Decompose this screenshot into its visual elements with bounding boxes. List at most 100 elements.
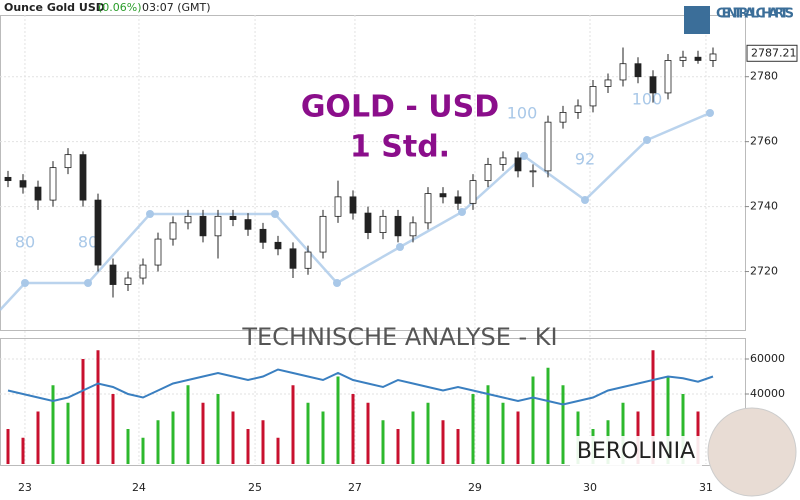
candle-body	[589, 86, 597, 107]
candle-body	[499, 157, 507, 165]
candle-body	[109, 264, 117, 285]
volume-bar	[66, 402, 70, 464]
volume-bar	[36, 411, 40, 464]
candle-body	[289, 248, 297, 269]
volume-bar	[21, 437, 25, 464]
candle-body	[49, 167, 57, 201]
candle-body	[199, 215, 207, 237]
candle-body	[619, 63, 627, 81]
watermark-label: 100	[507, 104, 538, 123]
candle-body	[4, 176, 12, 182]
volume-bar	[276, 437, 280, 464]
price-panel	[0, 15, 746, 331]
y-tick-label: 40000	[750, 387, 785, 400]
volume-bar	[216, 394, 220, 464]
candle-body	[604, 79, 612, 87]
time: 03:07 (GMT)	[142, 1, 211, 14]
volume-bar	[321, 411, 325, 464]
candle-body	[394, 215, 402, 237]
volume-bar	[126, 429, 130, 464]
candle-body	[274, 241, 282, 250]
candle-body	[559, 112, 567, 123]
volume-bar	[186, 385, 190, 464]
chart-subtitle: 1 Std.	[350, 130, 450, 165]
volume-bar	[681, 394, 685, 464]
volume-bar	[651, 350, 655, 464]
candle-body	[409, 222, 417, 237]
partner-box	[570, 436, 702, 466]
banner: TECHNISCHE ANALYSE - KI	[241, 323, 557, 351]
volume-bar	[561, 385, 565, 464]
volume-bar	[456, 429, 460, 464]
volume-bar	[261, 420, 265, 464]
volume-bar	[531, 376, 535, 464]
candle-body	[694, 56, 702, 61]
volume-bar	[501, 402, 505, 464]
candle-body	[364, 212, 372, 233]
candle-body	[214, 215, 222, 237]
volume-bar	[306, 402, 310, 464]
watermark-points	[21, 109, 714, 287]
x-tick-label: 27	[348, 481, 362, 494]
brand-logo	[684, 6, 710, 34]
x-tick-label: 24	[132, 481, 146, 494]
y-tick-label: 2780	[750, 70, 778, 83]
x-tick-label: 31	[699, 481, 713, 494]
candle-body	[649, 76, 657, 94]
candle-body	[544, 121, 552, 172]
volume-bar	[336, 376, 340, 464]
volume-bar	[666, 376, 670, 464]
volume-panel	[0, 338, 746, 466]
candle-body	[379, 215, 387, 233]
volume-bar	[486, 385, 490, 464]
watermark-label: 80	[78, 233, 98, 252]
partner-photo	[707, 407, 797, 497]
volume-bar	[471, 394, 475, 464]
brand: CENTRAL CHARTS	[716, 7, 794, 22]
y-tick-label: 2760	[750, 135, 778, 148]
candle-body	[154, 238, 162, 266]
candle-body	[679, 56, 687, 61]
y-tick-label: 60000	[750, 352, 785, 365]
candle-body	[169, 222, 177, 240]
volume-bar	[351, 394, 355, 464]
volume-bar	[441, 420, 445, 464]
last-price-label: 2787.21	[751, 46, 797, 59]
volume-bar	[156, 420, 160, 464]
candle-body	[439, 193, 447, 198]
candle-body	[529, 170, 537, 173]
candle-body	[349, 196, 357, 214]
candle-body	[454, 196, 462, 204]
candle-body	[304, 251, 312, 269]
last-price-box	[746, 44, 798, 62]
candle-body	[484, 163, 492, 182]
candle-body	[19, 180, 27, 188]
volume-bar	[141, 437, 145, 464]
volume-bar	[291, 385, 295, 464]
candle-body	[709, 53, 717, 61]
candle-body	[94, 199, 102, 266]
change: (0.06%)	[98, 1, 142, 14]
volume-bar	[516, 411, 520, 464]
candle-body	[34, 186, 42, 201]
candle-body	[229, 215, 237, 220]
volume-bar	[201, 402, 205, 464]
volume-bar	[381, 420, 385, 464]
x-tick-label: 29	[468, 481, 482, 494]
volume-bar	[111, 394, 115, 464]
candle-body	[64, 154, 72, 169]
candle-body	[259, 228, 267, 243]
chart-title: GOLD - USD	[301, 90, 499, 125]
volume-bar	[426, 402, 430, 464]
volume-bar	[546, 367, 550, 464]
volume-bar	[81, 359, 85, 464]
x-tick-label: 25	[248, 481, 262, 494]
candle-body	[634, 63, 642, 78]
volume-bar	[396, 429, 400, 464]
watermark-label: 80	[15, 233, 35, 252]
y-tick-label: 2720	[750, 265, 778, 278]
x-tick-label: 30	[583, 481, 597, 494]
candle-body	[124, 277, 132, 285]
volume-line	[7, 368, 714, 406]
volume-bar	[621, 402, 625, 464]
